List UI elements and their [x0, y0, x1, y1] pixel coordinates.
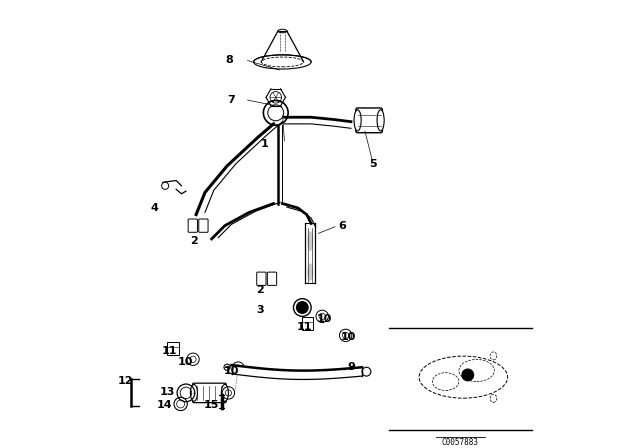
Text: 13: 13 — [159, 388, 175, 397]
FancyBboxPatch shape — [356, 108, 382, 133]
FancyBboxPatch shape — [188, 219, 198, 232]
Text: 5: 5 — [369, 159, 377, 169]
Ellipse shape — [490, 352, 497, 360]
FancyBboxPatch shape — [193, 383, 226, 403]
Ellipse shape — [221, 384, 228, 401]
Text: 1: 1 — [261, 139, 269, 149]
Ellipse shape — [190, 384, 198, 401]
Ellipse shape — [490, 394, 497, 402]
Bar — [302, 317, 314, 330]
Text: 10: 10 — [224, 366, 239, 376]
Text: 9: 9 — [347, 362, 355, 372]
Ellipse shape — [377, 110, 384, 131]
Text: 11: 11 — [297, 322, 312, 332]
Circle shape — [462, 369, 474, 381]
Bar — [167, 341, 179, 355]
Text: 10: 10 — [177, 357, 193, 367]
Circle shape — [296, 302, 308, 313]
Ellipse shape — [419, 356, 508, 398]
Text: 15: 15 — [204, 400, 220, 410]
Ellipse shape — [354, 110, 361, 131]
FancyBboxPatch shape — [257, 272, 266, 285]
Text: 14: 14 — [156, 400, 172, 410]
Text: 10: 10 — [341, 332, 356, 342]
Text: 7: 7 — [228, 95, 236, 104]
Text: 2: 2 — [190, 236, 198, 246]
Text: C0057883: C0057883 — [442, 438, 479, 447]
Text: 10: 10 — [317, 314, 332, 323]
Ellipse shape — [307, 263, 313, 281]
FancyBboxPatch shape — [199, 219, 208, 232]
Text: 4: 4 — [150, 203, 158, 213]
Text: 12: 12 — [118, 375, 133, 386]
Text: 11: 11 — [162, 346, 177, 356]
Ellipse shape — [459, 359, 494, 382]
Text: 8: 8 — [225, 55, 233, 65]
Ellipse shape — [307, 231, 313, 251]
Ellipse shape — [433, 373, 459, 390]
Text: 2: 2 — [257, 285, 264, 295]
FancyBboxPatch shape — [268, 272, 276, 285]
Text: 6: 6 — [338, 221, 346, 231]
Text: 3: 3 — [257, 305, 264, 314]
